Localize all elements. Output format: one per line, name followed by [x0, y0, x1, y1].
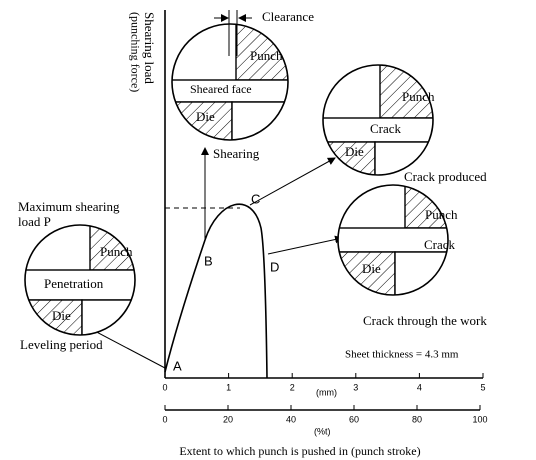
- tick-label: 40: [286, 414, 296, 424]
- inset-label: Punch: [100, 244, 133, 259]
- inset-label: Punch: [425, 207, 458, 222]
- tick-label: 100: [472, 414, 487, 424]
- inset-label: Penetration: [44, 276, 104, 291]
- x-axis-label: Extent to which punch is pushed in (punc…: [179, 444, 420, 458]
- max-load-label: load P: [18, 214, 51, 229]
- tick-label: 3: [353, 382, 358, 392]
- inset-label: Crack: [424, 237, 456, 252]
- y-axis-label: (punching force): [128, 12, 142, 92]
- inset-caption: Crack produced: [404, 169, 487, 184]
- diagram: Shearing load (punching force) (mm) (%t)…: [0, 0, 536, 460]
- tick-label: 0: [162, 414, 167, 424]
- inset-label: Die: [362, 261, 381, 276]
- inset-label: Punch: [402, 89, 435, 104]
- max-load-label: Maximum shearing: [18, 199, 120, 214]
- tick-label: 0: [162, 382, 167, 392]
- tick-label: 20: [223, 414, 233, 424]
- clearance-label: Clearance: [262, 9, 314, 24]
- x-unit: (%t): [314, 426, 331, 436]
- inset-label: Die: [345, 144, 364, 159]
- inset-caption: Leveling period: [20, 337, 103, 352]
- load-curve: [165, 204, 267, 378]
- sheet-thickness: Sheet thickness = 4.3 mm: [345, 349, 459, 361]
- tick-label: 60: [349, 414, 359, 424]
- tick-label: 4: [417, 382, 422, 392]
- tick-label: 80: [412, 414, 422, 424]
- inset-label: Die: [52, 308, 71, 323]
- y-axis-label: Shearing load: [142, 12, 157, 84]
- point-label: B: [204, 253, 213, 268]
- tick-label: 2: [290, 382, 295, 392]
- inset-label: Punch: [250, 48, 283, 63]
- inset-label: Sheared face: [190, 82, 252, 96]
- arrow: [268, 238, 342, 254]
- inset-label: Crack: [370, 121, 402, 136]
- tick-label: 1: [226, 382, 231, 392]
- inset-caption: Crack through the work: [363, 313, 487, 328]
- x-unit: (mm): [316, 387, 337, 397]
- point-label: A: [173, 358, 182, 373]
- arrow: [250, 158, 335, 205]
- inset-label: Die: [196, 109, 215, 124]
- arrow-label: Shearing: [213, 146, 260, 161]
- point-label: D: [270, 259, 279, 274]
- tick-label: 5: [480, 382, 485, 392]
